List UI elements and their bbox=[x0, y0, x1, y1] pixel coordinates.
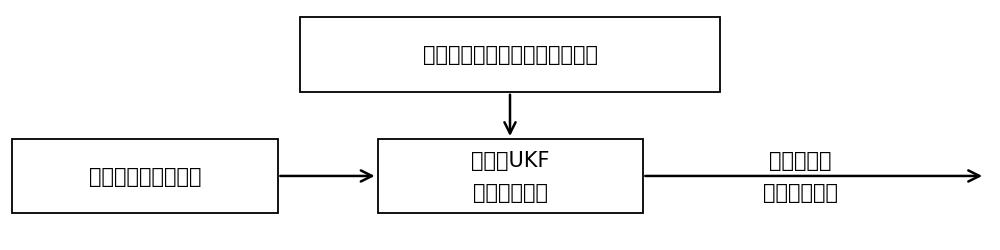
Bar bbox=[300, 18, 720, 92]
Text: 状态参数信息: 状态参数信息 bbox=[763, 182, 838, 203]
Text: 水下机器人: 水下机器人 bbox=[769, 150, 831, 170]
Bar bbox=[378, 139, 642, 213]
Text: 算法滤波估计: 算法滤波估计 bbox=[473, 182, 548, 203]
Bar bbox=[12, 139, 278, 213]
Text: 传感器探测位姿信息: 传感器探测位姿信息 bbox=[89, 166, 201, 186]
Text: 自适应UKF: 自适应UKF bbox=[471, 150, 549, 170]
Text: 建立水下机器人的扩展参考模型: 建立水下机器人的扩展参考模型 bbox=[422, 45, 598, 65]
